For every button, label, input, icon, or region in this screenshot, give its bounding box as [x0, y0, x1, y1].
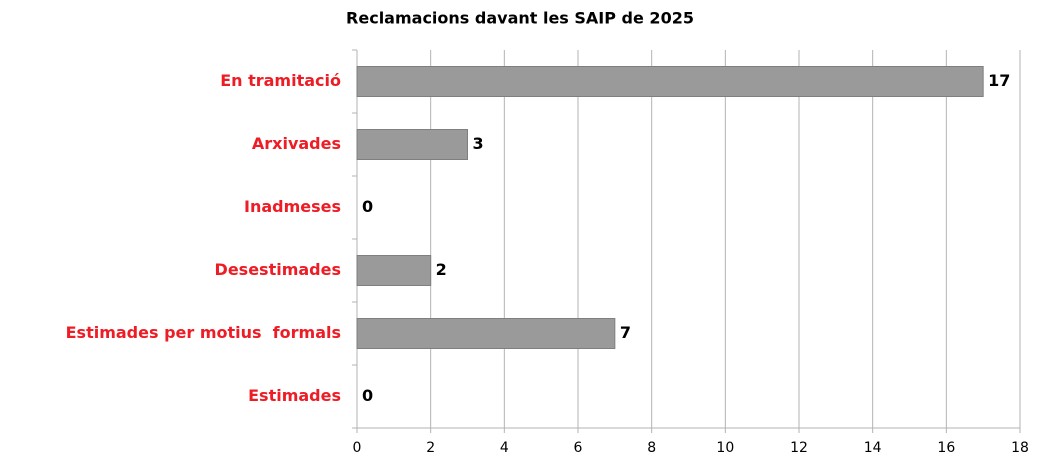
data-label: 17	[988, 71, 1010, 90]
y-tick-label: Inadmeses	[244, 197, 341, 216]
x-tick-label: 2	[426, 440, 435, 456]
bar	[356, 255, 432, 286]
y-tick-label: Arxivades	[252, 134, 341, 153]
x-tick-label: 10	[716, 440, 734, 456]
y-tick-label: Estimades	[248, 386, 341, 405]
data-label: 2	[436, 260, 447, 279]
data-label: 3	[473, 134, 484, 153]
bar	[356, 318, 616, 349]
x-tick-label: 6	[574, 440, 583, 456]
y-tick-label: Estimades per motius formals	[66, 323, 341, 342]
x-tick-label: 18	[1011, 440, 1029, 456]
x-tick-label: 12	[790, 440, 808, 456]
bar	[356, 66, 984, 97]
x-tick-label: 14	[864, 440, 882, 456]
x-tick-label: 8	[647, 440, 656, 456]
x-tick-label: 16	[937, 440, 955, 456]
y-tick-label: Desestimades	[215, 260, 341, 279]
x-tick-label: 4	[500, 440, 509, 456]
chart-title: Reclamacions davant les SAIP de 2025	[346, 9, 694, 28]
y-tick-label: En tramitació	[220, 71, 341, 90]
bar	[356, 129, 468, 160]
x-tick-label: 0	[353, 440, 362, 456]
data-label: 7	[620, 323, 631, 342]
data-label: 0	[362, 386, 373, 405]
data-label: 0	[362, 197, 373, 216]
